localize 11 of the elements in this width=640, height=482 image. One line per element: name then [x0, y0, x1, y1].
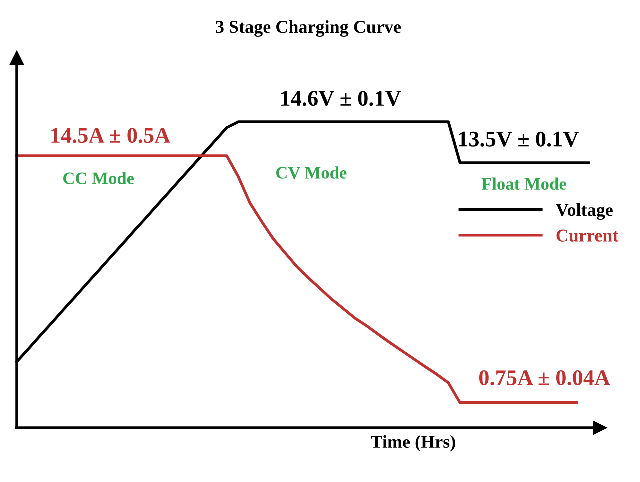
legend-label: Current [556, 230, 619, 242]
annotation: 14.5A ± 0.5A [52, 128, 171, 144]
annotation: CC Mode [64, 172, 134, 184]
annotation: 13.5V ± 0.1V [459, 132, 579, 147]
annotation: Float Mode [482, 178, 566, 190]
legend-label: Voltage [556, 204, 613, 220]
annotation: CV Mode [276, 166, 347, 179]
x-axis-title: Time (Hrs) [371, 435, 456, 452]
text: 14.6V ± 0.1V [282, 91, 402, 106]
chart-title: 3 Stage Charging Curve [216, 20, 402, 37]
annotation: 0.75A ± 0.04A [479, 370, 610, 386]
